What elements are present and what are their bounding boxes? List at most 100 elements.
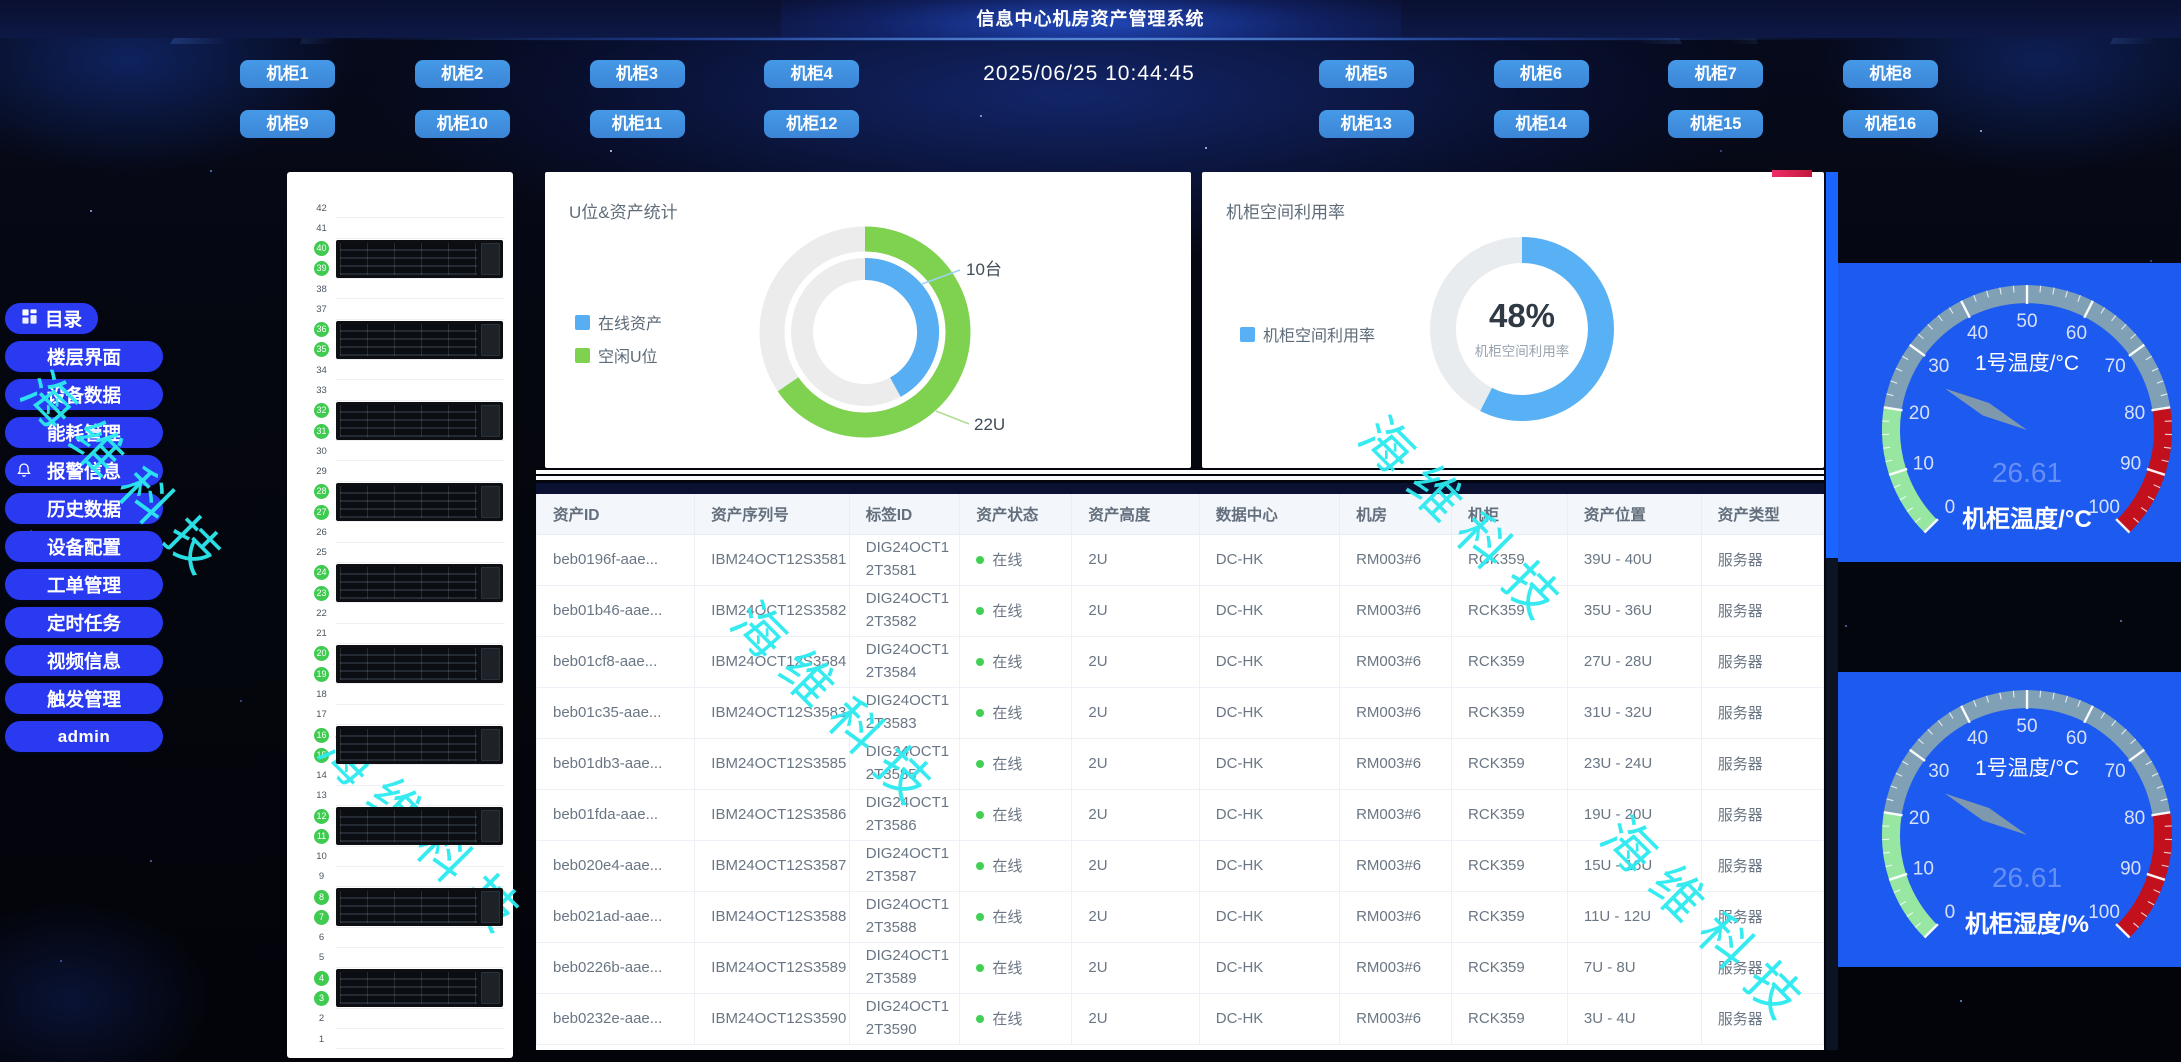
cabinet-button-2[interactable]: 机柜2 xyxy=(414,60,510,88)
server-2u[interactable] xyxy=(336,806,503,845)
rack-u-slot xyxy=(336,968,505,1008)
cabinet-button-3[interactable]: 机柜3 xyxy=(589,60,685,88)
sidebar-item-alarm-info[interactable]: 报警信息 xyxy=(5,455,163,486)
panel-divider-line xyxy=(536,476,1824,480)
rack-u-occupied-badge: 7 xyxy=(314,909,329,925)
server-2u[interactable] xyxy=(336,320,503,359)
sidebar-item-history-data[interactable]: 历史数据 xyxy=(5,493,163,524)
vertical-scrollbar[interactable] xyxy=(1826,172,1838,1050)
legend-item-online-assets[interactable]: 在线资产 xyxy=(575,310,662,334)
table-cell: beb01db3-aae... xyxy=(536,737,696,790)
column-header: 数据中心 xyxy=(1198,494,1341,535)
cabinet-button-6[interactable]: 机柜6 xyxy=(1493,60,1589,88)
gauge-inner-title: 1号温度/°C xyxy=(1975,352,2079,375)
rack-u-slot xyxy=(336,198,505,219)
sidebar-item-scheduled-task[interactable]: 定时任务 xyxy=(5,607,163,638)
rack-units: 42 41 40 39 38 37 36 35 34 33 32 31 30 29 28 27 26 25 24 23… xyxy=(313,198,505,1050)
table-row[interactable]: beb01b46-aae... IBM24OCT12S3582 DIG24OCT12… xyxy=(536,584,1824,637)
title-bar: 信息中心机房资产管理系统 xyxy=(0,0,2181,38)
sidebar-item-video-info[interactable]: 视频信息 xyxy=(5,645,163,676)
cabinet-button-4[interactable]: 机柜4 xyxy=(764,60,860,88)
rack-u-occupied-badge: 27 xyxy=(314,504,329,520)
server-status-led-icon xyxy=(493,893,497,898)
rack-u-row-38: 38 xyxy=(313,279,505,300)
cabinet-button-9[interactable]: 机柜9 xyxy=(240,110,335,138)
status-badge: 在线 xyxy=(959,533,1073,586)
server-2u[interactable] xyxy=(336,239,503,278)
table-cell: DC-HK xyxy=(1198,788,1341,841)
cabinet-button-7[interactable]: 机柜7 xyxy=(1668,60,1764,88)
legend-label: 空闲U位 xyxy=(598,349,658,366)
sidebar-item-menu[interactable]: 目录 xyxy=(5,303,98,334)
server-2u[interactable] xyxy=(336,725,503,764)
sidebar-item-admin[interactable]: admin xyxy=(5,721,163,752)
cabinet-button-16[interactable]: 机柜16 xyxy=(1843,110,1938,138)
table-row[interactable]: beb01c35-aae... IBM24OCT12S3583 DIG24OCT12… xyxy=(536,686,1824,739)
table-row[interactable]: beb01db3-aae... IBM24OCT12S3585 DIG24OCT12… xyxy=(536,737,1824,790)
server-2u[interactable] xyxy=(336,644,503,683)
table-cell: RCK359 xyxy=(1451,533,1568,586)
legend-item-utilization[interactable]: 机柜空间利用率 xyxy=(1240,322,1375,346)
table-row[interactable]: beb0232e-aae... IBM24OCT12S3590 DIG24OCT12… xyxy=(536,992,1824,1045)
table-cell: IBM24OCT12S3582 xyxy=(694,584,850,637)
table-cell: 2U xyxy=(1071,839,1200,892)
server-2u[interactable] xyxy=(336,401,503,440)
rack-u-occupied-badge: 3 xyxy=(314,990,329,1006)
rack-u-slot xyxy=(336,705,505,725)
table-cell: IBM24OCT12S3587 xyxy=(694,839,850,892)
rack-u-number: 34 xyxy=(316,364,327,376)
cabinet-button-8[interactable]: 机柜8 xyxy=(1843,60,1938,88)
cabinet-button-10[interactable]: 机柜10 xyxy=(414,110,510,138)
rack-u-row-8: 8 xyxy=(313,887,505,927)
table-cell: DC-HK xyxy=(1198,635,1341,688)
legend-item-free-units[interactable]: 空闲U位 xyxy=(575,343,662,367)
menu-grid-icon xyxy=(22,308,37,324)
rack-u-slot xyxy=(336,928,505,948)
sidebar-item-label: 目录 xyxy=(44,308,82,330)
status-online-dot-icon xyxy=(976,607,985,615)
rack-u-number: 13 xyxy=(316,790,327,802)
column-header: 资产ID xyxy=(536,494,696,535)
rack-u-occupied-badge: 12 xyxy=(314,808,329,824)
table-cell: RCK359 xyxy=(1451,941,1568,994)
table-cell: RCK359 xyxy=(1451,686,1568,739)
cabinet-button-14[interactable]: 机柜14 xyxy=(1493,110,1589,138)
table-row[interactable]: beb021ad-aae... IBM24OCT12S3588 DIG24OCT12… xyxy=(536,890,1824,943)
status-badge: 在线 xyxy=(959,992,1073,1045)
cabinet-button-1[interactable]: 机柜1 xyxy=(240,60,335,88)
horizontal-scrollbar-fragment[interactable] xyxy=(1772,170,1812,177)
scrollbar-thumb[interactable] xyxy=(1826,172,1838,558)
sidebar-item-device-data[interactable]: 设备数据 xyxy=(5,379,163,410)
rack-u-number: 33 xyxy=(316,385,327,397)
cabinet-button-15[interactable]: 机柜15 xyxy=(1668,110,1764,138)
server-2u[interactable] xyxy=(336,482,503,521)
table-row[interactable]: beb0196f-aae... IBM24OCT12S3581 DIG24OCT12… xyxy=(536,533,1824,586)
sidebar-item-device-config[interactable]: 设备配置 xyxy=(5,531,163,562)
sidebar-item-energy-mgmt[interactable]: 能耗管理 xyxy=(5,417,163,448)
table-cell: RM003#6 xyxy=(1339,839,1453,892)
rack-u-row-7: 7 xyxy=(313,907,505,928)
server-2u[interactable] xyxy=(336,969,503,1008)
rack-u-row-32: 32 xyxy=(313,401,505,440)
status-badge: 在线 xyxy=(959,890,1073,943)
rack-u-number: 25 xyxy=(316,547,327,559)
rack-u-row-15: 15 xyxy=(313,745,505,766)
sidebar-item-work-order[interactable]: 工单管理 xyxy=(5,569,163,600)
table-row[interactable]: beb01cf8-aae... IBM24OCT12S3584 DIG24OCT12… xyxy=(536,635,1824,688)
rack-u-row-14: 14 xyxy=(313,765,505,786)
sidebar-item-trigger-mgmt[interactable]: 触发管理 xyxy=(5,683,163,714)
table-row[interactable]: beb01fda-aae... IBM24OCT12S3586 DIG24OCT12… xyxy=(536,788,1824,841)
cabinet-button-13[interactable]: 机柜13 xyxy=(1318,110,1414,138)
table-cell: DC-HK xyxy=(1198,584,1341,637)
server-2u[interactable] xyxy=(336,888,503,927)
cabinet-button-11[interactable]: 机柜11 xyxy=(589,110,685,138)
rack-u-row-42: 42 xyxy=(313,198,505,219)
table-row[interactable]: beb0226b-aae... IBM24OCT12S3589 DIG24OCT12… xyxy=(536,941,1824,994)
table-row[interactable]: beb020e4-aae... IBM24OCT12S3587 DIG24OCT12… xyxy=(536,839,1824,892)
rack-u-number: 30 xyxy=(316,445,327,457)
cabinet-button-12[interactable]: 机柜12 xyxy=(764,110,860,138)
cabinet-button-5[interactable]: 机柜5 xyxy=(1318,60,1414,88)
server-2u[interactable] xyxy=(336,563,503,602)
table-cell: 2U xyxy=(1071,890,1200,943)
sidebar-item-floor-view[interactable]: 楼层界面 xyxy=(5,341,163,372)
